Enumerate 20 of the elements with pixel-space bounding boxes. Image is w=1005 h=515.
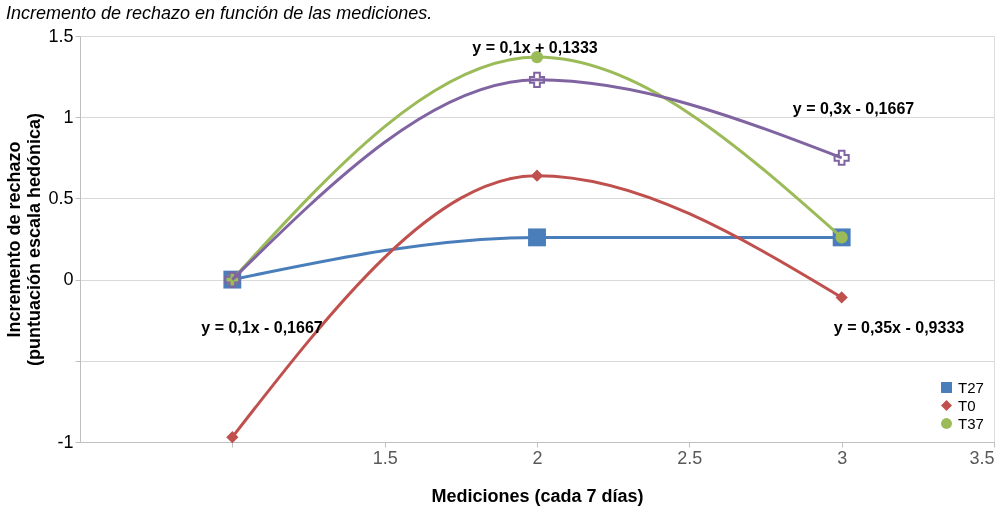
x-tick-label: 1.5 [372, 447, 398, 468]
x-tick-label: 3 [837, 447, 848, 468]
x-tick-label: 2.5 [677, 447, 703, 468]
x-axis-title: Mediciones (cada 7 días) [431, 485, 644, 506]
annotation: y = 0,1x + 0,1333 [472, 39, 598, 57]
y-axis-title: Incremento de rechazo (puntuación escala hedónica) [4, 112, 45, 367]
y-tick-label: 0 [63, 269, 74, 290]
x-tick-label: 2 [532, 447, 543, 468]
y-tick-label: 1.5 [48, 25, 74, 46]
chart-title: Incremento de rechazo en función de las mediciones. [5, 3, 433, 23]
x-tick-label: 3.5 [969, 447, 995, 468]
y-tick-label: -1 [57, 431, 74, 452]
y-tick-label: 0.5 [48, 187, 74, 208]
annotation: y = 0,1x - 0,1667 [201, 318, 323, 336]
legend-label: T0 [958, 396, 976, 414]
y-tick-label: 1 [63, 106, 74, 127]
legend-label: T37 [958, 414, 984, 432]
legend-label: T27 [958, 378, 984, 396]
annotation: y = 0,3x - 0,1667 [792, 99, 915, 117]
annotation: y = 0,35x - 0,9333 [833, 318, 965, 336]
